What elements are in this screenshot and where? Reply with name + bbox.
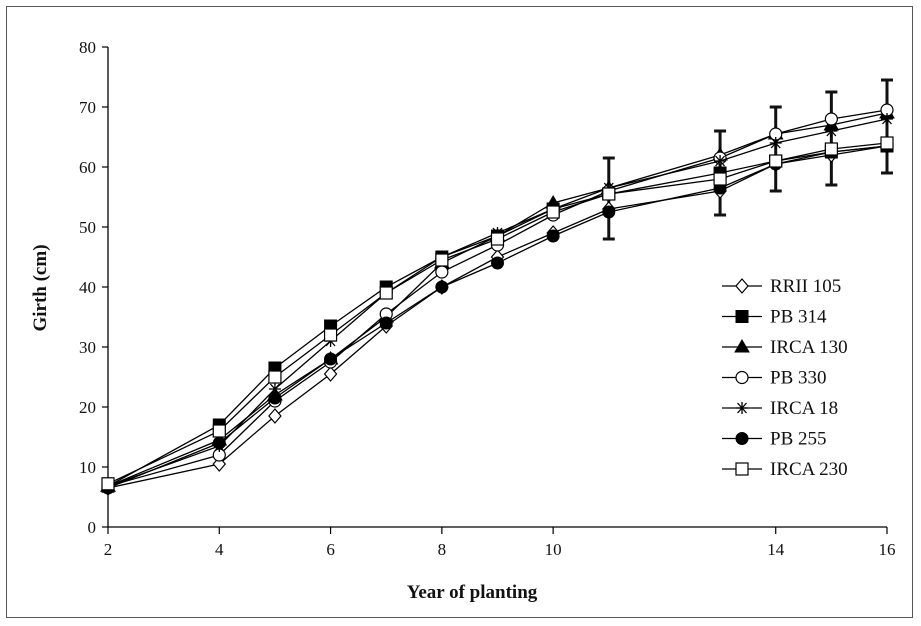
data-point — [212, 436, 226, 450]
data-point — [268, 370, 282, 384]
legend-label: IRCA 230 — [770, 459, 848, 480]
data-point — [491, 256, 504, 270]
data-point — [880, 136, 894, 150]
data-point — [323, 366, 338, 382]
axes: 0 10 20 30 40 50 60 70 80 2 4 6 8 10 14 16 — [79, 38, 896, 559]
y-axis-title: Girth (cm) — [30, 244, 51, 331]
series-irca-230 — [101, 136, 894, 491]
data-point — [546, 205, 560, 219]
data-point — [435, 265, 449, 279]
y-tick-label: 40 — [79, 278, 96, 297]
legend-item-irca-130: IRCA 130 — [722, 337, 848, 358]
legend-marker — [735, 432, 749, 445]
x-tick-label: 8 — [438, 540, 447, 559]
data-point — [268, 383, 281, 395]
legend-label: PB 314 — [770, 307, 827, 328]
data-point — [379, 286, 393, 300]
x-tick-label: 2 — [104, 540, 113, 559]
data-point — [825, 125, 838, 137]
legend-marker — [734, 339, 750, 353]
data-point — [714, 155, 727, 167]
y-tick-label: 20 — [79, 398, 96, 417]
x-tick-label: 4 — [215, 540, 224, 559]
y-tick-label: 10 — [79, 458, 96, 477]
legend-item-irca-230: IRCA 230 — [722, 459, 848, 480]
legend-item-rrii-105: RRII 105 — [722, 276, 841, 297]
legend-label: PB 330 — [770, 368, 827, 389]
data-point — [769, 154, 783, 168]
data-point — [268, 391, 282, 405]
data-point — [435, 280, 449, 294]
y-tick-label: 30 — [79, 338, 96, 357]
legend-item-pb-330: PB 330 — [722, 368, 827, 389]
legend-item-pb-314: PB 314 — [722, 307, 827, 328]
data-point — [824, 142, 838, 156]
legend-label: IRCA 130 — [770, 337, 848, 358]
legend-item-pb-255: PB 255 — [722, 429, 827, 450]
legend-marker — [735, 310, 749, 323]
data-point — [435, 253, 449, 267]
x-tick-label: 16 — [879, 540, 896, 559]
y-tick-label: 50 — [79, 218, 96, 237]
series-layer — [100, 103, 895, 496]
legend-item-irca-18: IRCA 18 — [722, 398, 838, 419]
data-point — [824, 112, 838, 126]
x-tick-label: 10 — [545, 540, 562, 559]
data-point — [323, 328, 338, 342]
data-point — [769, 137, 782, 149]
data-point — [713, 172, 727, 186]
data-point — [379, 316, 393, 330]
data-point — [881, 113, 893, 125]
error-bars — [602, 78, 893, 241]
legend-label: RRII 105 — [770, 276, 841, 297]
y-tick-label: 80 — [79, 38, 96, 57]
y-tick-label: 60 — [79, 158, 96, 177]
legend-label: PB 255 — [770, 429, 827, 450]
x-tick-label: 6 — [326, 540, 335, 559]
data-point — [212, 424, 226, 438]
data-point — [268, 408, 282, 424]
data-point — [490, 232, 505, 246]
legend: RRII 105 PB 314 IRCA 130 PB 330 IRCA 18 PB 25… — [722, 276, 848, 480]
legend-marker — [735, 278, 749, 294]
chart-frame — [6, 6, 913, 618]
legend-marker — [735, 370, 749, 385]
data-point — [602, 205, 616, 219]
data-point — [546, 229, 560, 243]
x-tick-label: 14 — [767, 540, 785, 559]
legend-marker — [735, 462, 749, 476]
data-point — [602, 187, 616, 201]
y-tick-label: 0 — [88, 518, 97, 537]
data-point — [324, 352, 338, 366]
data-point — [101, 477, 115, 491]
x-axis-title: Year of planting — [407, 582, 538, 603]
y-tick-label: 70 — [79, 98, 96, 117]
legend-label: IRCA 18 — [770, 398, 838, 419]
legend-marker — [736, 402, 748, 414]
